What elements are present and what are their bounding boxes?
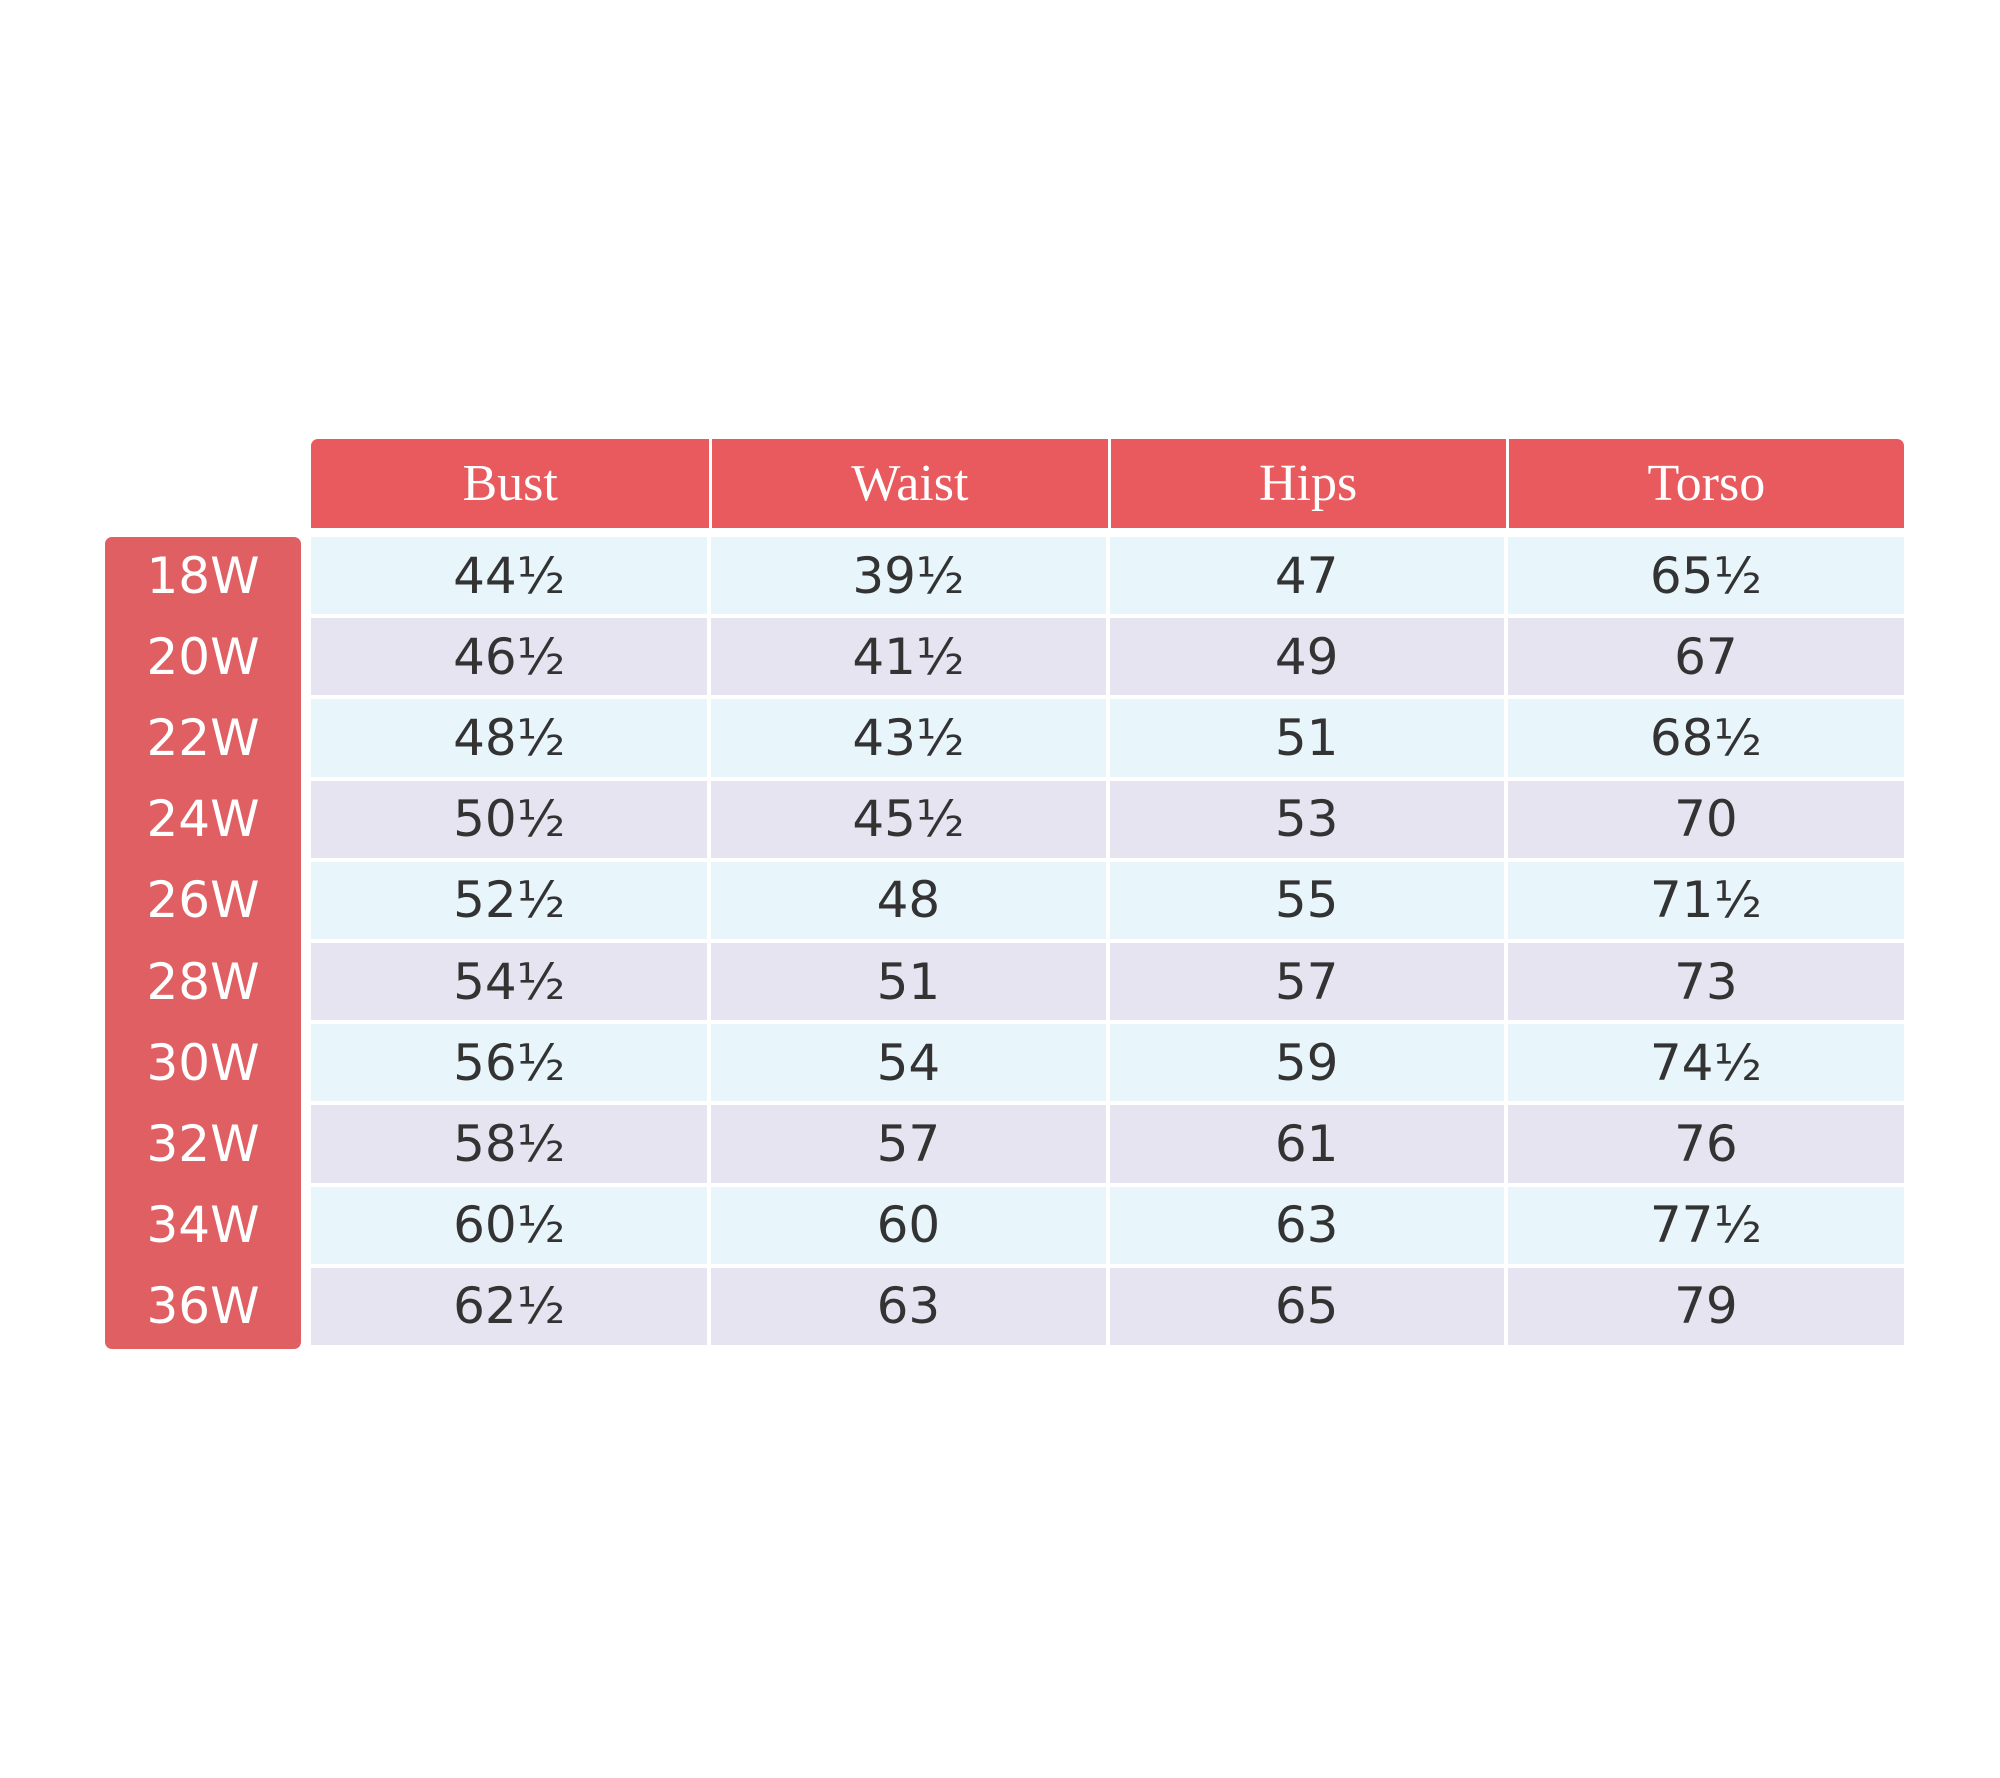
measurement-cell: 48½	[311, 699, 708, 777]
size-label: 18W	[146, 546, 260, 605]
measurement-cell: 39½	[711, 537, 1106, 615]
measurement-cell: 68½	[1507, 699, 1904, 777]
measurement-cell: 70	[1507, 780, 1904, 858]
size-label: 30W	[146, 1033, 260, 1092]
measurement-cell: 74½	[1507, 1024, 1904, 1102]
measurement-cell: 52½	[311, 861, 708, 939]
measurement-cell: 50½	[311, 780, 708, 858]
measurement-cell: 59	[1109, 1024, 1504, 1102]
measurement-cell: 57	[711, 1105, 1106, 1183]
size-label: 32W	[146, 1114, 260, 1173]
column-header: Hips	[1107, 439, 1506, 528]
measurement-cell: 71½	[1507, 861, 1904, 939]
measurement-cell: 61	[1109, 1105, 1504, 1183]
measurement-cell: 48	[711, 861, 1106, 939]
size-column	[105, 537, 301, 1349]
measurement-cell: 63	[1109, 1186, 1504, 1264]
measurement-cell: 51	[1109, 699, 1504, 777]
size-label: 36W	[146, 1277, 260, 1336]
size-label: 20W	[146, 627, 260, 686]
column-header: Waist	[709, 439, 1107, 528]
measurement-cell: 53	[1109, 780, 1504, 858]
size-label: 22W	[146, 708, 260, 767]
measurement-cell: 56½	[311, 1024, 708, 1102]
measurement-cell: 54	[711, 1024, 1106, 1102]
measurement-cell: 43½	[711, 699, 1106, 777]
measurement-cell: 47	[1109, 537, 1504, 615]
measurement-cell: 76	[1507, 1105, 1904, 1183]
measurement-cell: 73	[1507, 943, 1904, 1021]
measurement-cell: 44½	[311, 537, 708, 615]
measurement-cell: 54½	[311, 943, 708, 1021]
column-header: Bust	[462, 455, 558, 512]
measurement-cell: 79	[1507, 1267, 1904, 1345]
measurement-cell: 57	[1109, 943, 1504, 1021]
measurement-cell: 41½	[711, 618, 1106, 696]
measurement-cell: 49	[1109, 618, 1504, 696]
measurement-cell: 60	[711, 1186, 1106, 1264]
measurement-cell: 65½	[1507, 537, 1904, 615]
measurement-cell: 46½	[311, 618, 708, 696]
measurement-cell: 77½	[1507, 1186, 1904, 1264]
measurement-cell: 58½	[311, 1105, 708, 1183]
measurement-cell: 65	[1109, 1267, 1504, 1345]
size-label: 28W	[146, 952, 260, 1011]
measurement-cell: 67	[1507, 618, 1904, 696]
measurement-cell: 45½	[711, 780, 1106, 858]
measurement-cell: 60½	[311, 1186, 708, 1264]
size-label: 24W	[146, 790, 260, 849]
measurement-cell: 51	[711, 943, 1106, 1021]
size-label: 26W	[146, 871, 260, 930]
size-label: 34W	[146, 1196, 260, 1255]
column-header: Torso	[1505, 439, 1904, 528]
measurement-cell: 62½	[311, 1267, 708, 1345]
measurement-cell: 63	[711, 1267, 1106, 1345]
measurement-cell: 55	[1109, 861, 1504, 939]
